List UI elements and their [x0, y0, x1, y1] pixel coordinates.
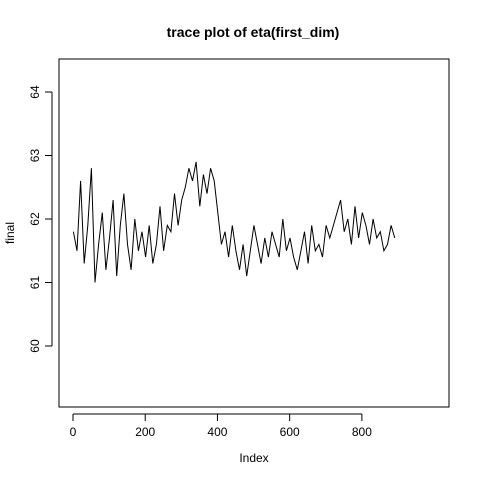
x-tick-label: 600 [280, 425, 300, 439]
y-tick-label: 62 [28, 212, 42, 226]
y-tick-label: 61 [28, 276, 42, 290]
x-axis: 0 200 400 600 800 [70, 413, 372, 439]
x-tick-label: 0 [70, 425, 77, 439]
y-axis: 60 61 62 63 64 [28, 85, 53, 353]
y-tick-label: 63 [28, 149, 42, 163]
plot-frame [58, 58, 450, 408]
series-line [72, 161, 396, 283]
y-tick-label: 60 [28, 339, 42, 353]
x-tick-label: 800 [352, 425, 372, 439]
y-axis-label: final [3, 222, 17, 244]
trace-series [72, 161, 396, 283]
x-tick-label: 400 [207, 425, 227, 439]
x-tick-label: 200 [135, 425, 155, 439]
y-tick-label: 64 [28, 85, 42, 99]
x-axis-label: Index [239, 451, 268, 465]
chart-title: trace plot of eta(first_dim) [167, 24, 340, 40]
